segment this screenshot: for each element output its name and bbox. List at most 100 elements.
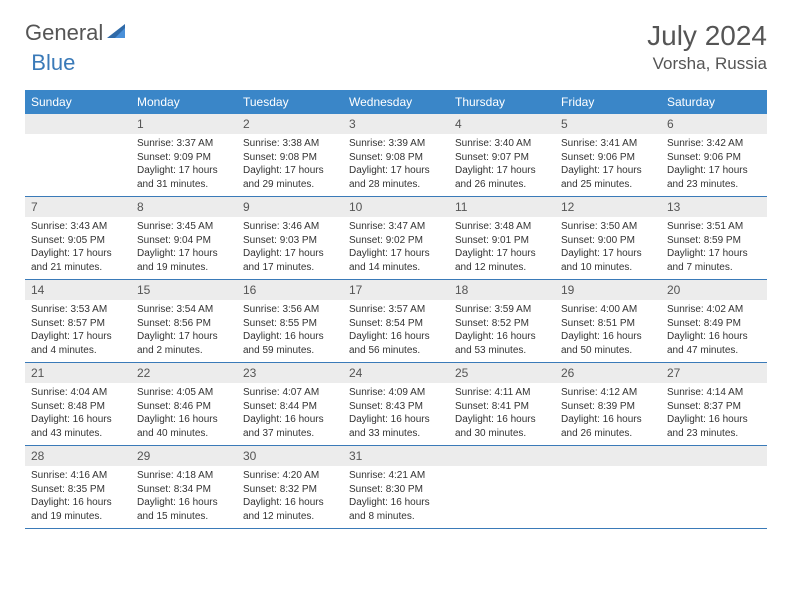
detail-line: and 19 minutes. [31,510,125,524]
detail-line: and 47 minutes. [667,344,761,358]
detail-line: Daylight: 16 hours [455,330,549,344]
detail-line: Daylight: 17 hours [31,247,125,261]
day-details: Sunrise: 4:12 AMSunset: 8:39 PMDaylight:… [555,383,661,444]
detail-line: Sunrise: 4:00 AM [561,303,655,317]
detail-line: Sunrise: 4:09 AM [349,386,443,400]
day-cell [555,446,661,528]
day-cell: 23Sunrise: 4:07 AMSunset: 8:44 PMDayligh… [237,363,343,445]
detail-line: Sunset: 8:48 PM [31,400,125,414]
day-number: 10 [343,197,449,217]
day-cell: 30Sunrise: 4:20 AMSunset: 8:32 PMDayligh… [237,446,343,528]
detail-line: and 43 minutes. [31,427,125,441]
day-number: 23 [237,363,343,383]
day-cell: 9Sunrise: 3:46 AMSunset: 9:03 PMDaylight… [237,197,343,279]
day-number: 9 [237,197,343,217]
detail-line: Daylight: 17 hours [667,164,761,178]
detail-line: and 12 minutes. [455,261,549,275]
detail-line: Sunrise: 3:47 AM [349,220,443,234]
detail-line: Sunset: 8:56 PM [137,317,231,331]
detail-line: Sunset: 8:57 PM [31,317,125,331]
detail-line: Daylight: 17 hours [137,247,231,261]
day-details: Sunrise: 4:09 AMSunset: 8:43 PMDaylight:… [343,383,449,444]
detail-line: and 25 minutes. [561,178,655,192]
detail-line: Daylight: 16 hours [243,496,337,510]
day-cell: 5Sunrise: 3:41 AMSunset: 9:06 PMDaylight… [555,114,661,196]
day-details: Sunrise: 3:56 AMSunset: 8:55 PMDaylight:… [237,300,343,361]
day-number: 22 [131,363,237,383]
day-details: Sunrise: 3:47 AMSunset: 9:02 PMDaylight:… [343,217,449,278]
day-number: 14 [25,280,131,300]
detail-line: Sunrise: 3:39 AM [349,137,443,151]
detail-line: and 26 minutes. [455,178,549,192]
day-cell: 27Sunrise: 4:14 AMSunset: 8:37 PMDayligh… [661,363,767,445]
detail-line: Sunset: 8:37 PM [667,400,761,414]
detail-line: Daylight: 16 hours [667,413,761,427]
detail-line: and 12 minutes. [243,510,337,524]
detail-line: Sunset: 8:49 PM [667,317,761,331]
day-number: 20 [661,280,767,300]
detail-line: and 26 minutes. [561,427,655,441]
detail-line: and 8 minutes. [349,510,443,524]
calendar: SundayMondayTuesdayWednesdayThursdayFrid… [25,90,767,529]
day-details: Sunrise: 4:05 AMSunset: 8:46 PMDaylight:… [131,383,237,444]
dow-saturday: Saturday [661,90,767,114]
detail-line: Sunrise: 3:56 AM [243,303,337,317]
detail-line: Sunset: 8:59 PM [667,234,761,248]
detail-line: Daylight: 17 hours [455,164,549,178]
day-details: Sunrise: 4:20 AMSunset: 8:32 PMDaylight:… [237,466,343,527]
title-block: July 2024 Vorsha, Russia [647,20,767,74]
detail-line: Sunrise: 3:57 AM [349,303,443,317]
detail-line: Sunrise: 3:48 AM [455,220,549,234]
detail-line: Sunrise: 3:45 AM [137,220,231,234]
detail-line: Daylight: 16 hours [137,413,231,427]
day-details: Sunrise: 3:48 AMSunset: 9:01 PMDaylight:… [449,217,555,278]
day-details [555,466,661,473]
day-cell: 4Sunrise: 3:40 AMSunset: 9:07 PMDaylight… [449,114,555,196]
detail-line: Daylight: 17 hours [561,247,655,261]
dow-wednesday: Wednesday [343,90,449,114]
dow-header-row: SundayMondayTuesdayWednesdayThursdayFrid… [25,90,767,114]
detail-line: Sunrise: 4:11 AM [455,386,549,400]
detail-line: Sunrise: 4:21 AM [349,469,443,483]
day-cell: 21Sunrise: 4:04 AMSunset: 8:48 PMDayligh… [25,363,131,445]
day-details: Sunrise: 3:51 AMSunset: 8:59 PMDaylight:… [661,217,767,278]
detail-line: Daylight: 17 hours [137,330,231,344]
day-cell: 13Sunrise: 3:51 AMSunset: 8:59 PMDayligh… [661,197,767,279]
day-cell: 14Sunrise: 3:53 AMSunset: 8:57 PMDayligh… [25,280,131,362]
detail-line: and 21 minutes. [31,261,125,275]
day-details [661,466,767,473]
detail-line: Sunset: 9:02 PM [349,234,443,248]
day-details: Sunrise: 4:21 AMSunset: 8:30 PMDaylight:… [343,466,449,527]
day-number: 8 [131,197,237,217]
detail-line: Sunset: 9:09 PM [137,151,231,165]
day-cell: 12Sunrise: 3:50 AMSunset: 9:00 PMDayligh… [555,197,661,279]
detail-line: Daylight: 16 hours [561,330,655,344]
detail-line: Daylight: 16 hours [243,330,337,344]
day-number [449,446,555,466]
detail-line: and 23 minutes. [667,178,761,192]
detail-line: Sunset: 8:35 PM [31,483,125,497]
day-details: Sunrise: 3:57 AMSunset: 8:54 PMDaylight:… [343,300,449,361]
detail-line: Sunset: 9:06 PM [667,151,761,165]
week-row: 21Sunrise: 4:04 AMSunset: 8:48 PMDayligh… [25,363,767,446]
detail-line: Sunset: 8:54 PM [349,317,443,331]
day-number: 13 [661,197,767,217]
dow-friday: Friday [555,90,661,114]
day-cell: 28Sunrise: 4:16 AMSunset: 8:35 PMDayligh… [25,446,131,528]
detail-line: Sunset: 8:55 PM [243,317,337,331]
day-details: Sunrise: 3:39 AMSunset: 9:08 PMDaylight:… [343,134,449,195]
day-cell: 6Sunrise: 3:42 AMSunset: 9:06 PMDaylight… [661,114,767,196]
detail-line: and 53 minutes. [455,344,549,358]
location-label: Vorsha, Russia [647,54,767,74]
day-number: 17 [343,280,449,300]
day-cell: 24Sunrise: 4:09 AMSunset: 8:43 PMDayligh… [343,363,449,445]
day-details: Sunrise: 4:18 AMSunset: 8:34 PMDaylight:… [131,466,237,527]
detail-line: Sunrise: 4:14 AM [667,386,761,400]
week-row: 28Sunrise: 4:16 AMSunset: 8:35 PMDayligh… [25,446,767,529]
detail-line: Sunset: 8:44 PM [243,400,337,414]
day-details: Sunrise: 4:00 AMSunset: 8:51 PMDaylight:… [555,300,661,361]
detail-line: Sunrise: 3:41 AM [561,137,655,151]
detail-line: and 56 minutes. [349,344,443,358]
detail-line: Daylight: 17 hours [455,247,549,261]
detail-line: and 19 minutes. [137,261,231,275]
